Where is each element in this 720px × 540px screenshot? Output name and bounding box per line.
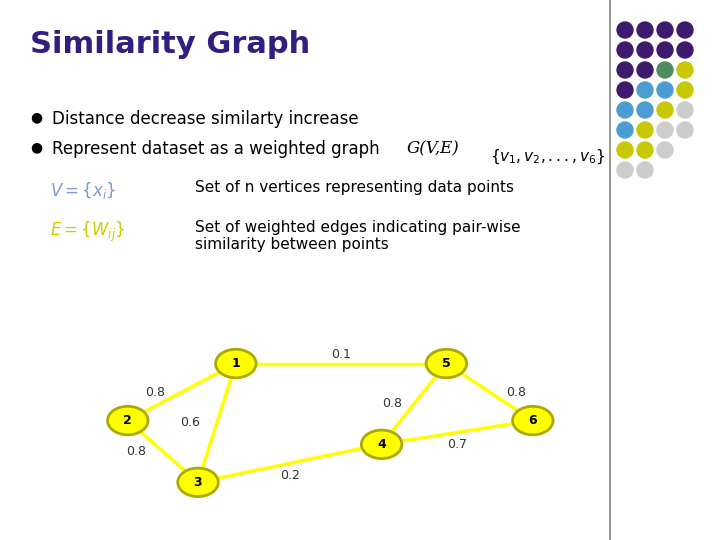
Circle shape [617, 162, 633, 178]
Text: 0.2: 0.2 [280, 469, 300, 482]
Text: 6: 6 [528, 414, 537, 427]
Text: $\{v_1, v_2, ..., v_6\}$: $\{v_1, v_2, ..., v_6\}$ [490, 148, 606, 166]
Circle shape [617, 142, 633, 158]
Circle shape [637, 42, 653, 58]
Ellipse shape [215, 349, 256, 378]
Circle shape [637, 102, 653, 118]
Circle shape [677, 22, 693, 38]
Circle shape [657, 22, 673, 38]
Text: ●: ● [30, 110, 42, 124]
Text: G(V,E): G(V,E) [407, 140, 460, 157]
Text: 4: 4 [377, 438, 386, 451]
Circle shape [637, 82, 653, 98]
Circle shape [677, 122, 693, 138]
Text: $V=\{x_i\}$: $V=\{x_i\}$ [50, 180, 117, 201]
Text: 2: 2 [123, 414, 132, 427]
Circle shape [657, 42, 673, 58]
Text: 5: 5 [442, 357, 451, 370]
Text: 0.8: 0.8 [126, 445, 146, 458]
Circle shape [657, 122, 673, 138]
Ellipse shape [513, 406, 553, 435]
Circle shape [617, 22, 633, 38]
Text: 0.8: 0.8 [382, 397, 402, 410]
Text: 0.6: 0.6 [180, 416, 200, 429]
Text: Set of weighted edges indicating pair-wise
similarity between points: Set of weighted edges indicating pair-wi… [195, 220, 521, 252]
Circle shape [637, 62, 653, 78]
Circle shape [637, 142, 653, 158]
Circle shape [657, 102, 673, 118]
Circle shape [617, 42, 633, 58]
Text: Set of n vertices representing data points: Set of n vertices representing data poin… [195, 180, 514, 195]
Circle shape [617, 62, 633, 78]
Text: 0.8: 0.8 [145, 386, 165, 399]
Ellipse shape [361, 430, 402, 458]
Circle shape [657, 82, 673, 98]
Ellipse shape [426, 349, 467, 378]
Circle shape [657, 142, 673, 158]
Circle shape [617, 102, 633, 118]
Circle shape [677, 82, 693, 98]
Circle shape [657, 62, 673, 78]
Text: Represent dataset as a weighted graph: Represent dataset as a weighted graph [52, 140, 385, 158]
Text: Similarity Graph: Similarity Graph [30, 30, 310, 59]
Ellipse shape [178, 468, 218, 497]
Text: 1: 1 [231, 357, 240, 370]
Text: 0.1: 0.1 [331, 348, 351, 361]
Text: ●: ● [30, 140, 42, 154]
Circle shape [637, 22, 653, 38]
Circle shape [617, 122, 633, 138]
Text: Distance decrease similarty increase: Distance decrease similarty increase [52, 110, 359, 128]
Ellipse shape [107, 406, 148, 435]
Circle shape [677, 102, 693, 118]
Circle shape [677, 62, 693, 78]
Circle shape [637, 162, 653, 178]
Circle shape [637, 122, 653, 138]
Circle shape [617, 82, 633, 98]
Text: $E=\{W_{ij}\}$: $E=\{W_{ij}\}$ [50, 220, 125, 244]
Circle shape [677, 42, 693, 58]
Text: 0.8: 0.8 [507, 386, 526, 399]
Text: 0.7: 0.7 [447, 438, 467, 451]
Text: 3: 3 [194, 476, 202, 489]
